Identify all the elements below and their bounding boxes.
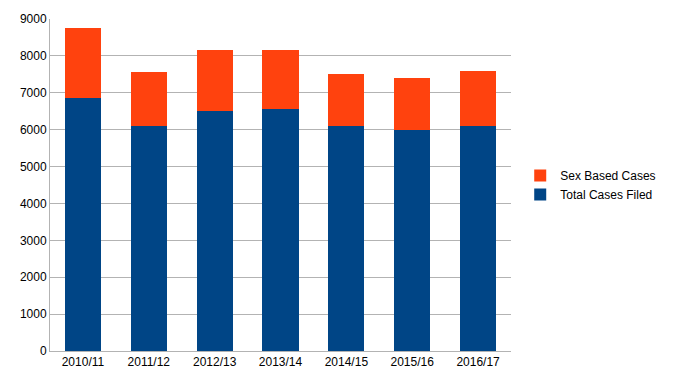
svg-text:4000: 4000: [20, 197, 47, 211]
svg-text:9000: 9000: [20, 12, 47, 26]
svg-text:Total Cases Filed: Total Cases Filed: [560, 188, 652, 202]
svg-text:2010/11: 2010/11: [62, 355, 105, 369]
svg-text:0: 0: [40, 344, 47, 358]
svg-text:5000: 5000: [20, 160, 47, 174]
svg-text:8000: 8000: [20, 49, 47, 63]
svg-text:2016/17: 2016/17: [456, 355, 500, 369]
svg-text:1000: 1000: [20, 307, 47, 321]
svg-text:6000: 6000: [20, 123, 47, 137]
svg-text:Sex Based Cases: Sex Based Cases: [560, 169, 655, 183]
svg-text:2011/12: 2011/12: [128, 355, 171, 369]
svg-text:2015/16: 2015/16: [391, 355, 435, 369]
svg-text:2012/13: 2012/13: [193, 355, 237, 369]
svg-text:2013/14: 2013/14: [259, 355, 303, 369]
svg-text:2000: 2000: [20, 270, 47, 284]
svg-text:3000: 3000: [20, 234, 47, 248]
svg-text:2014/15: 2014/15: [325, 355, 369, 369]
svg-text:7000: 7000: [20, 86, 47, 100]
